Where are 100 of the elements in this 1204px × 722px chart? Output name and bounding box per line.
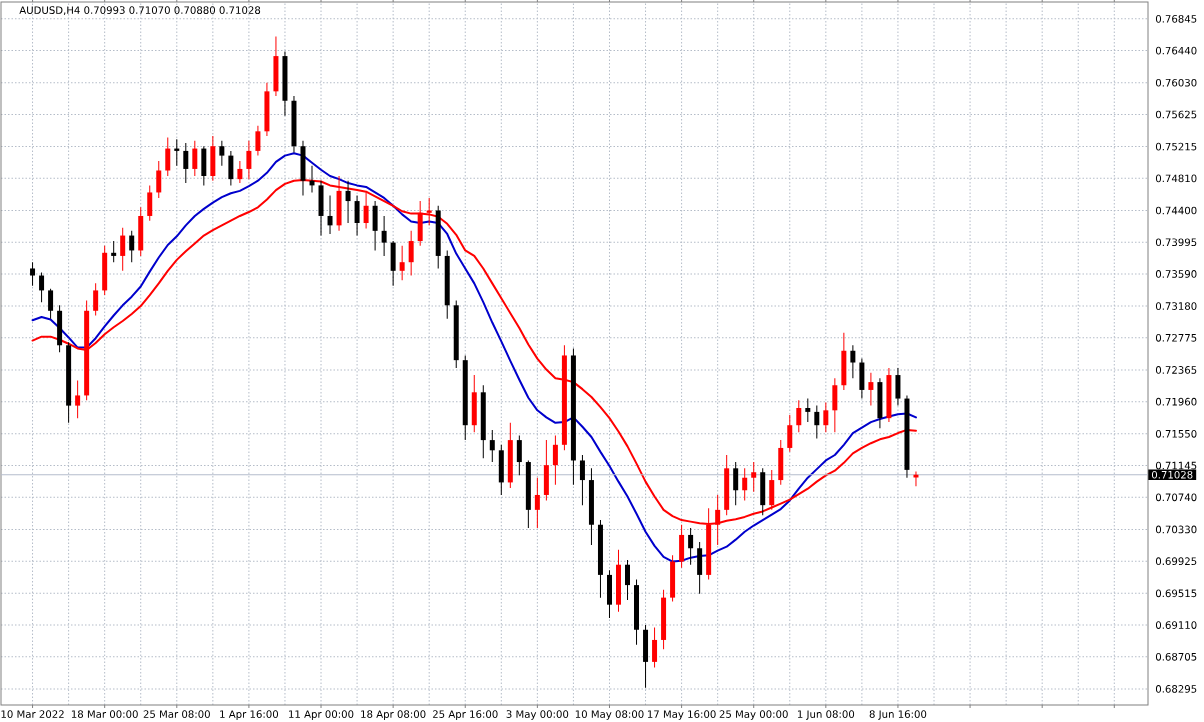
candlestick — [832, 377, 838, 433]
y-tick-label: 0.74400 — [1155, 206, 1197, 215]
candlestick — [670, 554, 676, 603]
candlestick — [778, 439, 784, 486]
x-tick-label: 10 May 08:00 — [575, 710, 644, 720]
x-tick-label: 25 May 00:00 — [719, 710, 788, 720]
candlestick — [597, 519, 603, 599]
candlestick — [291, 95, 297, 153]
x-tick-label: 18 Mar 00:00 — [71, 710, 138, 718]
candlestick — [30, 261, 36, 287]
line-series — [31, 152, 917, 563]
candlestick — [273, 35, 279, 97]
y-tick-label: 0.73995 — [1155, 238, 1197, 247]
candlestick — [552, 434, 558, 486]
candlestick — [760, 467, 766, 516]
x-tick-label: 25 Apr 16:00 — [432, 710, 498, 720]
candlestick — [579, 454, 585, 506]
y-tick-label: 0.73180 — [1155, 302, 1197, 310]
candlestick — [183, 142, 189, 184]
candlestick — [57, 304, 63, 353]
candlestick — [354, 195, 360, 237]
ref-line-label: 0.71028 — [1151, 470, 1193, 479]
y-tick-label: 0.68295 — [1155, 685, 1197, 693]
candlestick — [697, 541, 703, 595]
candlestick — [480, 384, 486, 459]
x-tick-label: 11 Apr 00:00 — [289, 710, 354, 720]
x-tick-label: 1 Apr 16:00 — [220, 710, 279, 720]
y-tick-label: 0.70740 — [1155, 493, 1197, 502]
candlestick — [327, 195, 333, 235]
x-tick-label: 17 May 16:00 — [647, 710, 716, 720]
candlestick — [462, 354, 468, 441]
candlestick — [417, 200, 423, 247]
candlestick — [156, 160, 162, 199]
candlestick — [237, 160, 243, 184]
candlestick — [489, 429, 495, 463]
candlestick — [904, 394, 910, 479]
candlestick — [886, 367, 892, 423]
candlestick — [570, 347, 576, 486]
candlestick — [498, 444, 504, 496]
y-tick-label: 0.70330 — [1155, 525, 1197, 534]
y-tick-label: 0.69925 — [1155, 557, 1197, 566]
y-tick-label: 0.75215 — [1155, 142, 1197, 151]
candlestick — [390, 240, 396, 287]
candlestick — [769, 469, 775, 511]
candlestick — [805, 398, 811, 423]
candlestick — [39, 271, 45, 303]
candlestick — [796, 399, 802, 433]
y-tick-label: 0.68705 — [1155, 652, 1197, 661]
candlestick — [282, 50, 288, 117]
candlestick — [192, 140, 198, 177]
candlestick — [84, 300, 90, 401]
candlestick — [444, 249, 450, 320]
candlestick — [724, 454, 730, 516]
candlestick — [111, 240, 117, 263]
candlestick — [93, 282, 99, 316]
candlestick — [634, 579, 640, 646]
candlestick — [471, 374, 477, 433]
candlestick — [688, 527, 694, 566]
x-tick-label: 1 Jun 08:00 — [797, 710, 855, 720]
y-tick-label: 0.74810 — [1155, 174, 1197, 183]
candlestick — [742, 467, 748, 501]
candlestick — [219, 140, 225, 167]
y-tick-label: 0.76030 — [1155, 78, 1197, 87]
candlestick — [345, 180, 351, 224]
candlestick — [363, 191, 369, 229]
candlestick — [751, 461, 757, 493]
candlestick — [877, 377, 883, 429]
candlestick — [625, 559, 631, 601]
candlestick — [372, 200, 378, 251]
candlestick — [246, 140, 252, 180]
x-tick-label: 10 Mar 2022 — [1, 710, 64, 718]
y-tick-label: 0.69110 — [1155, 621, 1197, 629]
candlestick — [814, 405, 820, 440]
y-tick-label: 0.72775 — [1155, 333, 1197, 342]
candlestick — [733, 461, 739, 506]
candlestick — [859, 358, 865, 400]
candlestick — [75, 380, 81, 419]
candlestick — [534, 477, 540, 529]
x-tick-label: 3 May 00:00 — [506, 710, 569, 720]
candlestick — [129, 230, 135, 263]
candlestick — [661, 589, 667, 650]
y-tick-label: 0.71145 — [1155, 461, 1197, 470]
candlestick — [210, 135, 216, 182]
candlestick — [102, 245, 108, 296]
candlestick — [841, 332, 847, 391]
x-tick-label: 25 Mar 08:00 — [143, 710, 210, 718]
candlestick — [228, 150, 234, 186]
y-tick-label: 0.69515 — [1155, 589, 1197, 598]
candlestick — [868, 372, 874, 407]
candlestick — [300, 140, 306, 197]
candlestick — [318, 180, 324, 237]
candlestick — [652, 626, 658, 668]
y-tick-label: 0.75625 — [1155, 110, 1197, 119]
y-tick-label: 0.72365 — [1155, 366, 1197, 374]
candlestick — [66, 341, 72, 424]
chart-title: AUDUSD,H4 0.70993 0.71070 0.70880 0.71028 — [19, 6, 261, 15]
candlestick — [606, 569, 612, 619]
candlestick — [147, 184, 153, 222]
candlestick — [679, 524, 685, 569]
candlestick — [381, 215, 387, 257]
